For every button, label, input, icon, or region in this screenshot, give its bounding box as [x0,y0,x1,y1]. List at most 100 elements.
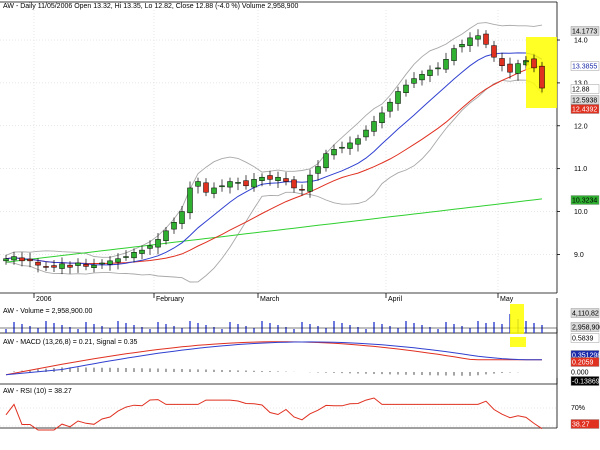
candle-body [363,129,369,138]
candle-body [387,101,393,112]
price-value-tag-bg [570,104,600,114]
candle-body [419,74,425,81]
ma-mid-line [5,65,543,264]
volume-value-tag-bg [570,322,600,332]
candle-body [331,149,337,156]
candle-body [163,230,169,241]
price-value-tag-bg [570,61,600,71]
macd-signal-line [5,341,542,376]
candle-body [211,187,217,194]
candle-body [107,260,113,265]
candle-body [195,181,201,187]
candle-body [67,264,73,268]
candle-body [251,179,257,188]
candle-body [483,33,489,45]
price-value-tag: 12.5938 [572,98,597,105]
x-tick-label: April [388,296,402,303]
candle-body [411,78,417,84]
price-value-tag: 12.88 [572,87,590,94]
macd-value-tag: 0.351298 [572,353,600,360]
candle-body [243,180,249,187]
candle-body [323,153,329,169]
price-value-tag-bg [570,84,600,94]
candle-body [35,261,41,266]
price-ytick-label: 14.0 [574,38,588,45]
price-value-tag-bg [570,195,600,205]
price-value-tag-bg [570,26,600,36]
macd-panel-title: AW - MACD (13,26,8) = 0.21, Signal = 0.3… [3,339,137,346]
x-tick-label: May [500,296,514,303]
candle-body [539,65,545,89]
macd-value-tag-bg [570,376,600,386]
price-value-tag: 13.3855 [572,64,597,71]
price-ytick-label: 12.0 [574,123,588,130]
candle-body [515,63,521,74]
candle-body [155,239,161,248]
price-panel-title: AW - Daily 11/05/2006 Open 13.32, Hi 13.… [3,3,298,10]
candle-body [315,166,321,174]
candle-body [19,257,25,262]
candle-body [43,266,49,268]
candle-body [59,263,65,269]
candle-body [475,35,481,40]
price-ytick-label: 13.0 [574,80,588,87]
candle-body [179,211,185,224]
candle-body [139,249,145,254]
candle-body [299,188,305,191]
candle-body [451,48,457,61]
candle-body [11,256,17,261]
macd-highlight [510,337,526,347]
candle-body [443,59,449,70]
macd-ytick-label: 0.000 [571,370,589,377]
candle-body [83,264,89,267]
candle-body [147,245,153,249]
candle-body [259,176,265,181]
candle-body [347,142,353,149]
ma-long-line [5,198,543,263]
rsi-ytick-label: 70% [571,405,585,412]
macd-value-tag: -0.138694 [572,379,600,386]
price-value-tag: 12.4392 [572,107,597,114]
candle-body [275,176,281,181]
candle-body [427,69,433,76]
candle-body [507,63,513,73]
price-ytick-label: 10.0 [574,209,588,216]
candle-body [227,181,233,188]
candle-body [187,187,193,214]
macd-value-tag: 0.2059 [572,360,594,367]
candle-body [459,44,465,48]
x-tick-label: 2006 [36,296,52,303]
candle-body [499,58,505,66]
candle-body [491,45,497,58]
rsi-line [5,397,543,431]
candle-body [3,258,9,262]
bollinger-upper-line [5,22,543,258]
candle-body [115,258,121,263]
candle-body [371,121,377,132]
macd-value-tag-bg [570,333,600,343]
macd-line [5,341,542,376]
candle-body [531,58,537,69]
candle-body [379,112,385,124]
candle-body [27,258,33,262]
candle-body [339,146,345,149]
candle-body [291,179,297,189]
candle-body [307,174,313,192]
candle-body [235,182,241,184]
candle-body [219,185,225,188]
price-value-tag: 14.1773 [572,29,597,36]
candle-body [91,264,97,268]
candle-body [403,84,409,94]
price-value-tag: 10.3234 [572,198,597,205]
candle-body [395,91,401,104]
price-ytick-label: 11.0 [574,166,587,173]
x-tick-label: February [156,296,185,303]
candle-body [267,175,273,180]
candle-body [99,262,105,265]
bollinger-lower-line [5,79,543,283]
volume-highlight [510,304,524,334]
candle-body [75,262,81,266]
candle-body [123,256,129,258]
